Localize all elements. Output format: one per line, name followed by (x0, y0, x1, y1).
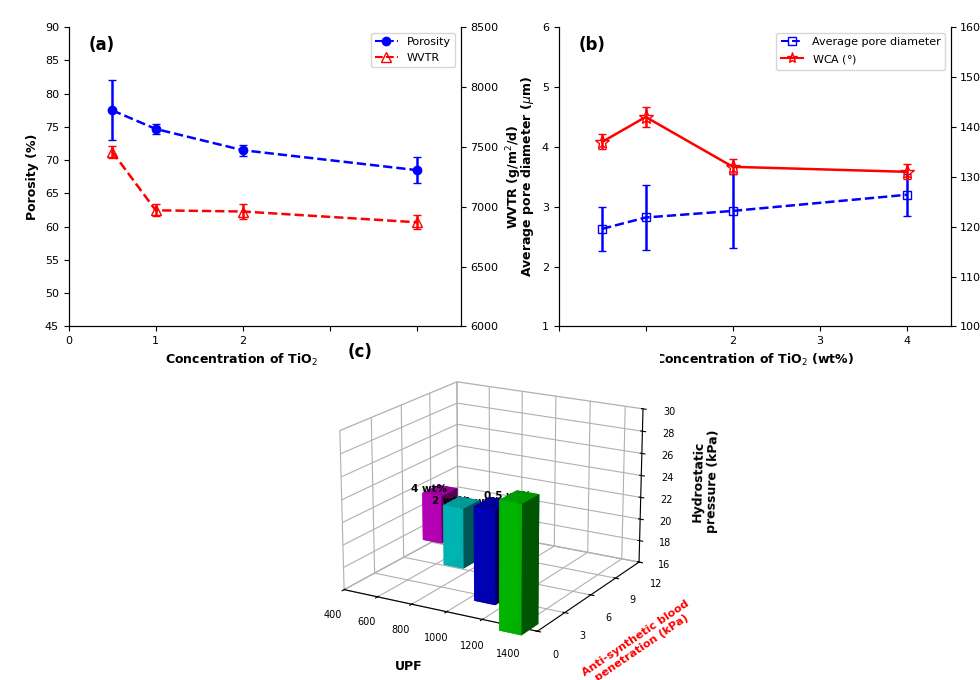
Text: (a): (a) (88, 36, 115, 54)
Y-axis label: Porosity (%): Porosity (%) (26, 133, 39, 220)
X-axis label: UPF: UPF (395, 660, 422, 673)
Legend: Average pore diameter, WCA ($\degree$): Average pore diameter, WCA ($\degree$) (776, 33, 945, 70)
Text: (b): (b) (578, 36, 605, 54)
Text: (c): (c) (347, 343, 372, 361)
Legend: Porosity, WVTR: Porosity, WVTR (370, 33, 455, 67)
Y-axis label: Anti-synthetic blood
penetration (kPa): Anti-synthetic blood penetration (kPa) (580, 598, 697, 680)
Y-axis label: Average pore diameter ($\mu$m): Average pore diameter ($\mu$m) (519, 76, 536, 277)
Y-axis label: WVTR (g/m$^2$/d): WVTR (g/m$^2$/d) (504, 124, 523, 229)
X-axis label: Concentration of TiO$_2$ (wt%): Concentration of TiO$_2$ (wt%) (166, 352, 364, 368)
X-axis label: Concentration of TiO$_2$ (wt%): Concentration of TiO$_2$ (wt%) (656, 352, 854, 368)
